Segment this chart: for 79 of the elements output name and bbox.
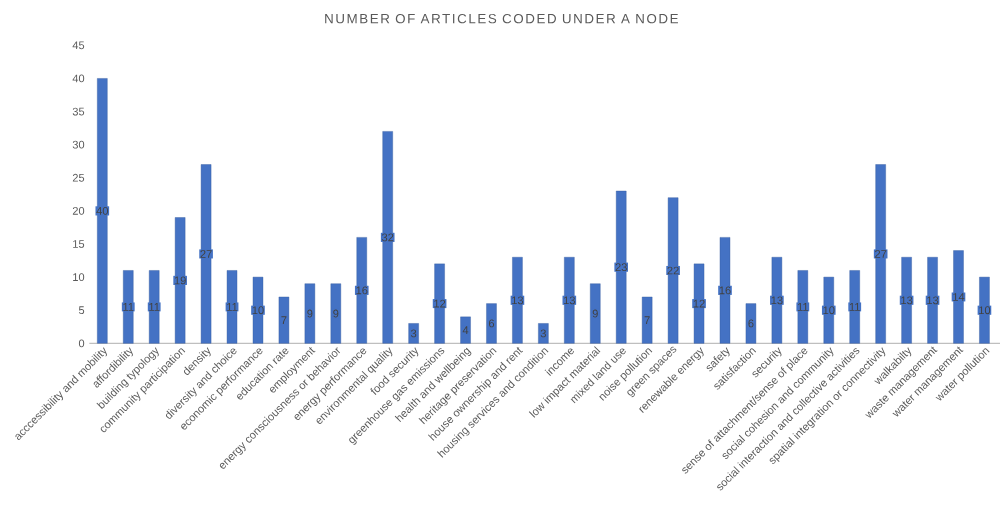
data-label: 10 xyxy=(979,306,991,314)
data-label: 4 xyxy=(462,326,469,334)
bar xyxy=(590,283,601,344)
bar xyxy=(616,190,627,344)
bar xyxy=(979,276,990,344)
y-tick-label: 25 xyxy=(72,173,85,182)
data-label: 11 xyxy=(849,302,860,311)
bar xyxy=(953,250,964,344)
data-label: 40 xyxy=(96,206,109,215)
y-tick-label: 35 xyxy=(72,107,85,116)
data-label: 16 xyxy=(356,286,368,295)
bar xyxy=(434,263,445,344)
data-label: 11 xyxy=(149,302,160,311)
data-label: 12 xyxy=(693,299,705,308)
data-label: 12 xyxy=(434,299,446,308)
bar xyxy=(123,270,134,344)
bar xyxy=(641,296,653,344)
data-label: 19 xyxy=(174,276,186,285)
y-tick-label: 5 xyxy=(78,306,85,314)
bar xyxy=(174,217,186,344)
data-label: 3 xyxy=(410,329,417,338)
bar xyxy=(382,131,393,344)
data-label: 11 xyxy=(797,302,809,311)
bar xyxy=(771,256,783,344)
bar xyxy=(745,303,757,344)
data-label: 11 xyxy=(123,302,134,311)
data-label: 7 xyxy=(281,316,287,324)
bar xyxy=(200,164,212,344)
data-label: 32 xyxy=(381,233,394,242)
y-tick-label: 30 xyxy=(72,140,85,149)
bar xyxy=(226,270,238,344)
data-label: 10 xyxy=(252,306,264,314)
data-label: 11 xyxy=(227,302,238,311)
data-label: 27 xyxy=(875,249,887,258)
bar xyxy=(512,256,523,344)
bar xyxy=(460,316,471,344)
bar xyxy=(693,263,705,344)
bar xyxy=(823,276,834,344)
bar xyxy=(875,164,886,344)
bar xyxy=(927,256,938,344)
data-label: 14 xyxy=(953,293,965,301)
data-label: 10 xyxy=(823,306,835,314)
bar xyxy=(849,270,860,344)
data-label: 13 xyxy=(927,296,939,305)
chart-title: NUMBER OF ARTICLES CODED UNDER A NODE xyxy=(325,13,678,24)
y-tick-label: 0 xyxy=(78,339,85,348)
data-label: 27 xyxy=(200,249,212,258)
bar xyxy=(356,237,367,344)
bar xyxy=(667,197,679,344)
data-label: 3 xyxy=(540,329,546,338)
bar xyxy=(278,296,290,344)
y-tick-label: 15 xyxy=(73,239,85,248)
bar xyxy=(901,256,912,344)
bar xyxy=(304,283,316,344)
data-label: 23 xyxy=(615,263,627,271)
data-label: 13 xyxy=(901,296,913,305)
bar xyxy=(330,283,342,344)
data-label: 6 xyxy=(748,319,754,328)
data-label: 9 xyxy=(592,309,598,318)
bar xyxy=(486,303,497,344)
data-label: 9 xyxy=(333,309,339,318)
y-tick-label: 40 xyxy=(72,74,85,83)
data-label: 13 xyxy=(512,296,524,305)
bar xyxy=(719,237,731,344)
data-label: 13 xyxy=(564,296,575,305)
data-label: 22 xyxy=(667,266,679,275)
bar xyxy=(252,276,264,344)
y-tick-label: 45 xyxy=(72,41,85,50)
bar xyxy=(97,78,108,344)
bar xyxy=(149,270,160,344)
data-label: 13 xyxy=(771,296,783,305)
bar xyxy=(797,270,809,344)
data-label: 9 xyxy=(307,309,313,318)
data-label: 16 xyxy=(719,286,731,295)
y-tick-label: 20 xyxy=(72,206,85,215)
y-tick-label: 10 xyxy=(73,273,85,281)
bar xyxy=(564,256,575,344)
data-label: 6 xyxy=(488,319,495,328)
data-label: 7 xyxy=(644,316,650,324)
